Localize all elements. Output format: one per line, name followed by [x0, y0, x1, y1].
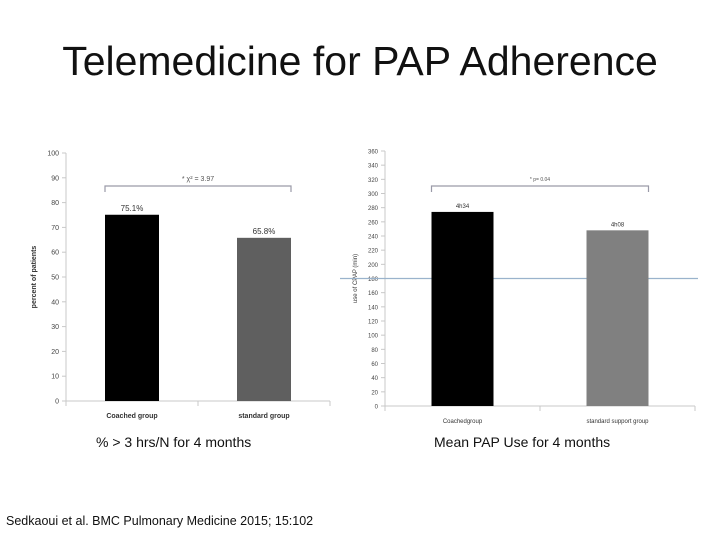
y-tick-label: 30 [51, 324, 59, 331]
y-tick-label: 300 [368, 192, 379, 198]
y-tick-label: 70 [51, 225, 59, 232]
y-tick-label: 220 [368, 249, 379, 255]
category-label: Coached group [106, 413, 157, 420]
significance-bracket [430, 185, 650, 192]
y-tick-label: 50 [51, 275, 59, 282]
y-tick-label: 90 [51, 175, 59, 182]
y-tick-label: 360 [368, 150, 379, 156]
y-tick-label: 340 [368, 164, 379, 170]
y-tick-label: 120 [368, 320, 379, 326]
adherence-percent-chart: 0 10 20 30 40 50 60 70 80 90 100 percent of patient… [31, 151, 331, 420]
data-label: 4h34 [456, 204, 470, 210]
y-tick-label: 20 [371, 390, 378, 396]
y-tick-label: 240 [368, 235, 379, 241]
data-label: 75.1% [121, 204, 144, 213]
category-label: Coachedgroup [443, 419, 483, 425]
y-tick-label: 0 [375, 405, 379, 411]
y-tick-label: 20 [51, 349, 59, 356]
citation: Sedkaoui et al. BMC Pulmonary Medicine 2… [6, 514, 314, 528]
y-tick-label: 100 [368, 334, 379, 340]
y-tick-label: 280 [368, 206, 379, 212]
bar-standard [237, 237, 291, 401]
y-tick-label: 260 [368, 220, 379, 226]
y-tick-label: 200 [368, 263, 379, 269]
left-chart-caption: % > 3 hrs/N for 4 months [96, 434, 252, 450]
y-tick-label: 40 [371, 376, 378, 382]
bar-coached [431, 211, 494, 406]
y-tick-label: 60 [371, 362, 378, 368]
y-tick-label: 0 [55, 399, 59, 406]
y-tick-label: 10 [51, 374, 59, 381]
significance-label: * χ² = 3.97 [182, 176, 214, 183]
bar-coached [105, 214, 159, 401]
y-tick-label: 180 [368, 277, 379, 283]
category-label: standard support group [586, 419, 649, 425]
y-tick-label: 80 [371, 348, 378, 354]
y-tick-label: 140 [368, 305, 379, 311]
y-tick-label: 60 [51, 250, 59, 257]
data-label: 65.8% [253, 227, 276, 236]
y-tick-label: 160 [368, 291, 379, 297]
category-label: standard group [238, 413, 289, 420]
y-tick-label: 40 [51, 299, 59, 306]
slide-title: Telemedicine for PAP Adherence [62, 38, 658, 84]
mean-pap-use-chart: 0 20 40 60 80 100 120 140 160 180 200 220 240 260 280 3… [340, 150, 698, 425]
y-tick-label: 80 [51, 200, 59, 207]
right-chart-caption: Mean PAP Use for 4 months [434, 434, 611, 450]
data-label: 4h08 [611, 222, 625, 228]
significance-label: * p= 0.04 [530, 177, 550, 183]
bar-standard [586, 230, 649, 406]
y-axis-label: percent of patients [31, 246, 38, 309]
y-tick-label: 100 [47, 151, 59, 158]
significance-bracket [104, 185, 292, 192]
y-tick-label: 320 [368, 178, 379, 184]
